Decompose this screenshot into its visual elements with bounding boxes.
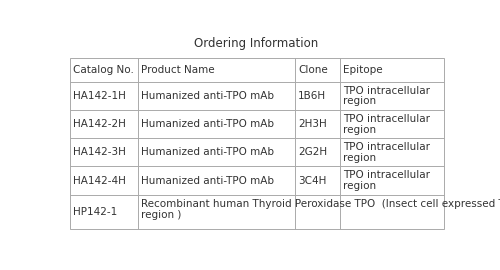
Text: HA142-3H: HA142-3H xyxy=(74,147,126,157)
Text: region ): region ) xyxy=(141,210,182,220)
Text: Clone: Clone xyxy=(298,65,328,75)
Bar xyxy=(70,58,444,229)
Text: 1B6H: 1B6H xyxy=(298,91,326,101)
Text: region: region xyxy=(342,181,376,191)
Text: HA142-2H: HA142-2H xyxy=(74,119,126,129)
Text: HP142-1: HP142-1 xyxy=(74,207,118,217)
Text: HA142-4H: HA142-4H xyxy=(74,176,126,185)
Text: Epitope: Epitope xyxy=(342,65,382,75)
Text: TPO intracellular: TPO intracellular xyxy=(342,142,430,152)
Text: region: region xyxy=(342,124,376,134)
Text: HA142-1H: HA142-1H xyxy=(74,91,126,101)
Text: Catalog No.: Catalog No. xyxy=(74,65,134,75)
Text: Recombinant human Thyroid Peroxidase TPO  (Insect cell expressed TPO intracellul: Recombinant human Thyroid Peroxidase TPO… xyxy=(141,199,500,209)
Text: region: region xyxy=(342,96,376,106)
Text: Humanized anti-TPO mAb: Humanized anti-TPO mAb xyxy=(141,119,274,129)
Text: Humanized anti-TPO mAb: Humanized anti-TPO mAb xyxy=(141,91,274,101)
Text: TPO intracellular: TPO intracellular xyxy=(342,170,430,180)
Text: Product Name: Product Name xyxy=(141,65,215,75)
Text: TPO intracellular: TPO intracellular xyxy=(342,86,430,96)
Text: 2H3H: 2H3H xyxy=(298,119,327,129)
Text: 2G2H: 2G2H xyxy=(298,147,327,157)
Text: TPO intracellular: TPO intracellular xyxy=(342,114,430,124)
Text: Ordering Information: Ordering Information xyxy=(194,37,318,50)
Text: Humanized anti-TPO mAb: Humanized anti-TPO mAb xyxy=(141,147,274,157)
Text: region: region xyxy=(342,153,376,163)
Text: 3C4H: 3C4H xyxy=(298,176,326,185)
Text: Humanized anti-TPO mAb: Humanized anti-TPO mAb xyxy=(141,176,274,185)
